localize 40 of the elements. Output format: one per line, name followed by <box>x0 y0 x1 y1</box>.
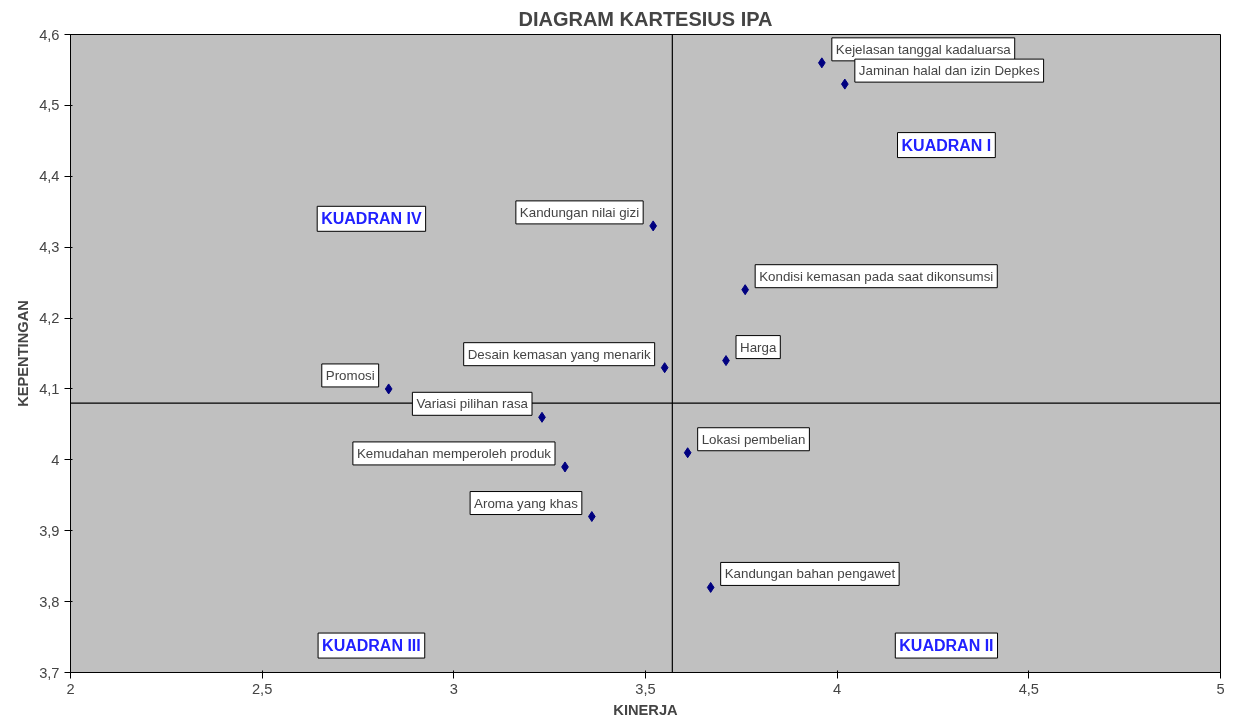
annotation: Aroma yang khas <box>474 495 579 511</box>
annotation: KUADRAN IV <box>321 210 422 228</box>
y-tick-label: 4,4 <box>39 168 60 185</box>
annotation: Kondisi kemasan pada saat dikonsumsi <box>759 268 994 284</box>
x-tick-label: 3,5 <box>635 680 656 697</box>
annotation: Harga <box>740 339 777 355</box>
y-tick-label: 4,2 <box>39 310 60 327</box>
annotation: Desain kemasan yang menarik <box>467 346 651 362</box>
point <box>683 447 692 459</box>
y-tick-label: 4,3 <box>39 239 60 256</box>
x-tick-label: 2,5 <box>251 680 273 697</box>
x-axis-title: KINERJA <box>613 701 679 718</box>
y-axis-title: KEPENTINGAN <box>15 300 32 407</box>
annotation: Kejelasan tanggal kadaluarsa <box>835 41 1012 57</box>
y-tick-label: 4 <box>51 451 60 468</box>
annotation: Kandungan bahan pengawet <box>724 566 896 582</box>
y-tick-label: 3,8 <box>39 593 60 610</box>
y-tick-label: 3,7 <box>39 664 60 681</box>
annotation: Kandungan nilai gizi <box>519 204 640 220</box>
y-tick-label: 4,5 <box>39 97 60 114</box>
x-tick-label: 2 <box>66 680 75 697</box>
annotation: Variasi pilihan rasa <box>416 396 529 412</box>
y-tick-label: 4,1 <box>39 380 60 397</box>
x-tick-label: 3 <box>449 680 458 697</box>
annotation: Promosi <box>325 367 375 383</box>
annotation: KUADRAN I <box>901 136 992 154</box>
x-tick-label: 5 <box>1216 680 1225 697</box>
chart-title: DIAGRAM KARTESIUS IPA <box>518 7 773 30</box>
point <box>660 362 669 374</box>
annotation: KUADRAN III <box>322 637 421 655</box>
y-tick-label: 3,9 <box>39 522 60 539</box>
y-tick-label: 4,6 <box>39 26 60 43</box>
annotation: Jaminan halal dan izin Depkes <box>858 63 1040 79</box>
x-tick-label: 4,5 <box>1018 680 1040 697</box>
point <box>384 383 393 395</box>
point <box>706 581 715 593</box>
annotation: Kemudahan memperoleh produk <box>356 445 552 461</box>
annotation: KUADRAN II <box>899 637 994 655</box>
annotation: Lokasi pembelian <box>701 431 806 447</box>
x-tick-label: 4 <box>833 680 842 697</box>
